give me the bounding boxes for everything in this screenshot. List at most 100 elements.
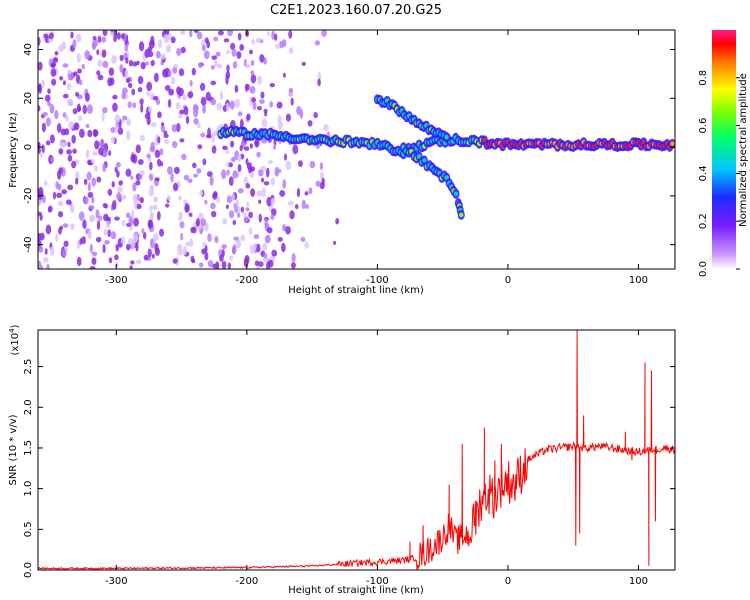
- spectrogram-noise-blob: [102, 163, 107, 173]
- spectrogram-noise-blob: [59, 75, 64, 81]
- spectrogram-noise-blob: [183, 106, 189, 116]
- spectrogram-noise-blob: [124, 44, 129, 52]
- spectrogram-noise-blob: [149, 238, 155, 249]
- spectrogram-noise-blob: [163, 130, 168, 135]
- spectrogram-noise-blob: [227, 262, 232, 269]
- spectrogram-y-label: Frequency (Hz): [8, 112, 19, 188]
- spectrogram-noise-blob: [39, 152, 43, 158]
- spectrogram-noise-blob: [315, 180, 321, 187]
- spectrogram-noise-blob: [257, 105, 262, 111]
- spectrogram-noise-blob: [285, 113, 292, 122]
- spectrogram-noise-blob: [250, 59, 255, 66]
- spectrogram-noise-blob: [260, 177, 265, 183]
- spectrogram-x-ticks: -300 -200 -100 0 100: [105, 30, 648, 286]
- spectrogram-noise-blob: [270, 214, 275, 221]
- spectrogram-noise-blob: [157, 39, 163, 49]
- spectrogram-noise-blob: [170, 172, 174, 183]
- spectrogram-noise-blob: [72, 108, 78, 115]
- spectrogram-noise-blob: [180, 30, 186, 35]
- spectrogram-noise-blob: [192, 162, 197, 169]
- spectrogram-noise-blob: [62, 248, 67, 257]
- spectrogram-noise-blob: [225, 102, 230, 112]
- spectrogram-noise-blob: [153, 196, 158, 203]
- spectrogram-noise-blob: [259, 54, 265, 63]
- spectrogram-noise-blob: [38, 260, 42, 269]
- spectrogram-noise-blob: [78, 79, 83, 86]
- spectrogram-noise-blob: [163, 33, 170, 44]
- snr-y-tick-label: 1.0: [23, 481, 34, 497]
- spectrogram-noise-blob: [109, 77, 115, 86]
- spectrogram-noise-blob: [319, 171, 324, 180]
- spectrogram-noise-blob: [108, 67, 115, 77]
- snr-multiplier-exp: 4: [8, 328, 16, 333]
- spectrogram-noise-blob: [214, 235, 219, 244]
- spectrogram-noise-blob: [50, 156, 55, 163]
- spectrogram-noise-blob: [116, 192, 122, 201]
- spectrogram-noise-blob: [137, 87, 143, 93]
- spectrogram-noise-blob: [237, 32, 242, 41]
- spectrogram-noise-blob: [262, 243, 268, 252]
- spectrogram-noise-blob: [164, 85, 171, 91]
- spectrogram-noise-blob: [86, 171, 92, 181]
- spectrogram-noise-blob: [187, 91, 194, 99]
- spectrogram-noise-blob: [136, 203, 142, 210]
- spectrogram-noise-blob: [67, 184, 74, 191]
- snr-y-tick-label: 0.0: [23, 562, 34, 578]
- spectrogram-noise-blob: [125, 57, 129, 64]
- spectrogram-noise-blob: [228, 210, 235, 219]
- colorbar-tick-label: 0.0: [698, 261, 709, 277]
- spectrogram-noise-blob: [138, 174, 143, 180]
- spectrogram-noise-blob: [115, 243, 120, 252]
- spectrogram-noise-blob: [57, 211, 64, 218]
- spectrogram-noise-blob: [167, 98, 172, 108]
- spectrogram-noise-blob: [42, 112, 48, 117]
- spectrogram-noise-blob: [93, 165, 99, 172]
- spectrogram-noise-blob: [163, 133, 169, 138]
- spectrogram-noise-blob: [148, 188, 154, 197]
- spectrogram-noise-blob: [270, 177, 276, 186]
- spectrogram-noise-blob: [136, 193, 140, 201]
- spectrogram-noise-blob: [52, 57, 59, 63]
- spectrogram-noise-blob: [234, 85, 239, 93]
- spectrogram-noise-blob: [183, 245, 187, 256]
- spectrogram-noise-blob: [162, 68, 168, 78]
- spectrogram-noise-blob: [256, 243, 261, 253]
- spectrogram-noise-blob: [210, 65, 215, 70]
- spectrogram-noise-blob: [114, 216, 120, 221]
- spectrogram-noise-blob: [209, 175, 214, 186]
- spectrogram-noise-blob: [111, 199, 117, 210]
- spectrogram-noise-blob: [139, 134, 145, 142]
- spectrogram-noise-blob: [235, 238, 242, 249]
- spectrogram-noise-blob: [161, 122, 165, 127]
- spectrogram-noise-blob: [56, 122, 62, 133]
- spectrogram-noise-blob: [234, 98, 241, 108]
- spectrogram-noise-blob: [131, 239, 136, 249]
- spectrogram-noise-blob: [62, 112, 67, 118]
- spectrogram-noise-blob: [243, 146, 250, 151]
- spectrogram-noise-blob: [221, 260, 227, 269]
- spectrogram-noise-blob: [225, 204, 229, 210]
- spectrogram-noise-blob: [41, 144, 45, 154]
- spectrogram-x-tick-label: -300: [105, 275, 128, 286]
- spectrogram-noise-blob: [58, 148, 64, 155]
- spectrogram-noise-blob: [249, 171, 255, 178]
- colorbar-tick-label: 0.2: [698, 213, 709, 229]
- spectrogram-noise-blob: [189, 30, 193, 38]
- spectrogram-noise-blob: [290, 262, 296, 269]
- spectrogram-noise-blob: [246, 162, 252, 170]
- spectrogram-noise-blob: [54, 109, 59, 120]
- spectrogram-noise-blob: [57, 200, 64, 207]
- spectrogram-noise-blob: [251, 39, 256, 45]
- spectrogram-noise-blob: [144, 48, 150, 58]
- spectrogram-noise-blob: [267, 31, 271, 37]
- spectrogram-noise-blob: [62, 80, 66, 86]
- spectrogram-noise-blob: [135, 144, 141, 154]
- spectrogram-noise-blob: [95, 236, 102, 243]
- spectrogram-noise-blob: [263, 108, 268, 113]
- spectrogram-noise-blob: [122, 115, 128, 121]
- spectrogram-noise-blob: [258, 99, 265, 104]
- spectrogram-noise-blob: [250, 70, 255, 76]
- spectrogram-noise-blob: [248, 227, 253, 236]
- spectrogram-noise-blob: [125, 243, 131, 251]
- spectrogram-noise-blob: [245, 183, 251, 189]
